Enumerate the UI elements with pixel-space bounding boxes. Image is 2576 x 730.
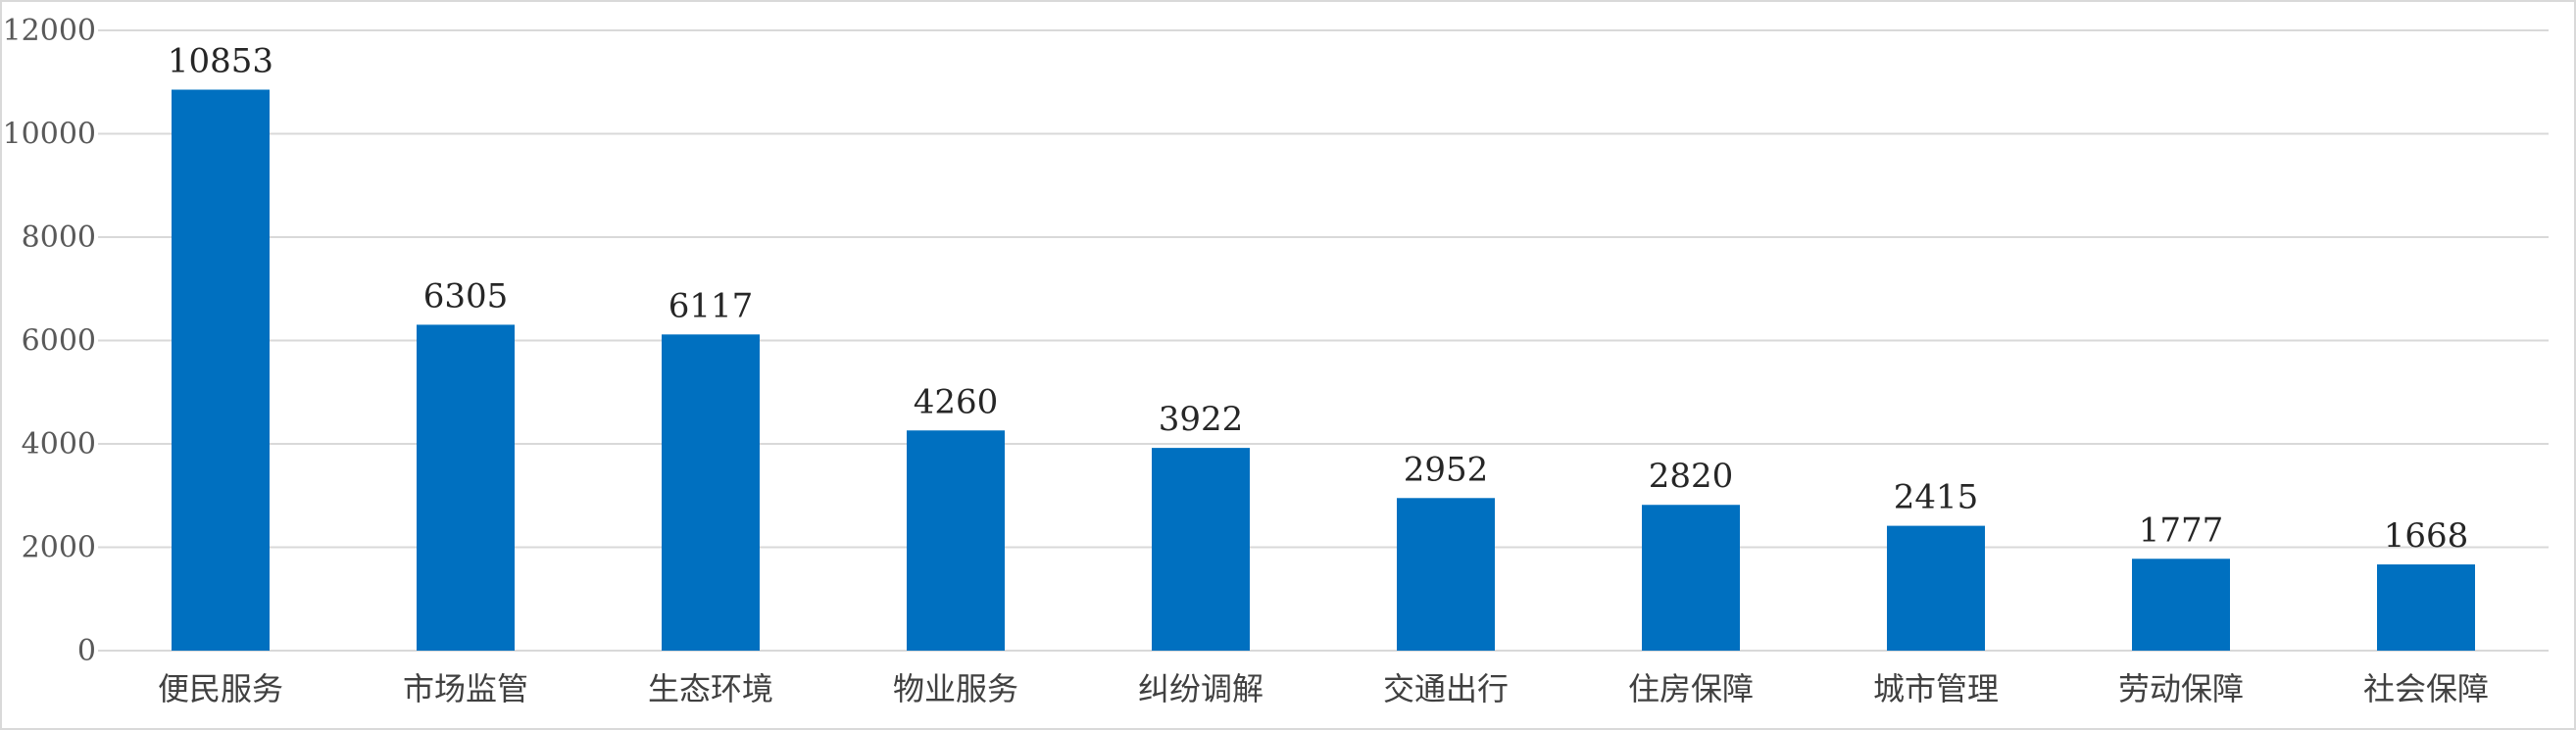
x-category-label: 物业服务 <box>893 670 1018 707</box>
bar-value-label: 2415 <box>1894 478 1979 517</box>
bar <box>1152 448 1250 651</box>
x-category-label: 城市管理 <box>1873 670 1999 707</box>
bar-value-label: 6305 <box>423 276 509 316</box>
y-tick-label: 0 <box>77 634 96 668</box>
bar-value-label: 1777 <box>2139 511 2224 550</box>
y-tick-label: 4000 <box>22 427 96 462</box>
bar <box>417 324 515 651</box>
bar <box>1887 525 1985 651</box>
x-category-label: 社会保障 <box>2363 670 2489 707</box>
bar-value-label: 10853 <box>168 42 273 81</box>
x-category-label: 交通出行 <box>1383 670 1509 707</box>
bar-value-label: 3922 <box>1159 400 1244 439</box>
bar-value-label: 1668 <box>2384 516 2469 556</box>
bar <box>2377 564 2475 651</box>
x-category-label: 劳动保障 <box>2118 670 2244 707</box>
bar <box>1642 505 1740 651</box>
bar-value-label: 2820 <box>1649 457 1734 496</box>
y-tick-label: 6000 <box>22 324 96 359</box>
x-category-label: 纠纷调解 <box>1138 670 1263 707</box>
y-tick-label: 10000 <box>3 118 96 152</box>
bar <box>1397 498 1495 651</box>
data-labels: 10853 6305 6117 4260 3922 2952 2820 2415 1777 166… <box>168 42 2468 557</box>
y-tick-label: 12000 <box>3 14 96 48</box>
bar <box>662 334 760 651</box>
x-category-label: 住房保障 <box>1628 670 1754 707</box>
bar-value-label: 4260 <box>914 382 999 421</box>
y-tick-label: 2000 <box>22 531 96 565</box>
y-axis-ticks: 0 2000 4000 6000 8000 10000 12000 <box>3 14 96 668</box>
bar <box>907 430 1005 651</box>
bar <box>172 89 270 651</box>
x-category-label: 便民服务 <box>158 670 283 707</box>
bars <box>172 89 2475 651</box>
bar-value-label: 2952 <box>1404 450 1489 489</box>
x-category-label: 市场监管 <box>403 670 528 707</box>
bar-value-label: 6117 <box>669 286 754 325</box>
y-tick-label: 8000 <box>22 220 96 255</box>
x-category-label: 生态环境 <box>648 670 773 707</box>
bar <box>2132 559 2230 651</box>
x-axis-categories: 便民服务 市场监管 生态环境 物业服务 纠纷调解 交通出行 住房保障 城市管理 劳动保障 社会保障 <box>158 670 2489 707</box>
